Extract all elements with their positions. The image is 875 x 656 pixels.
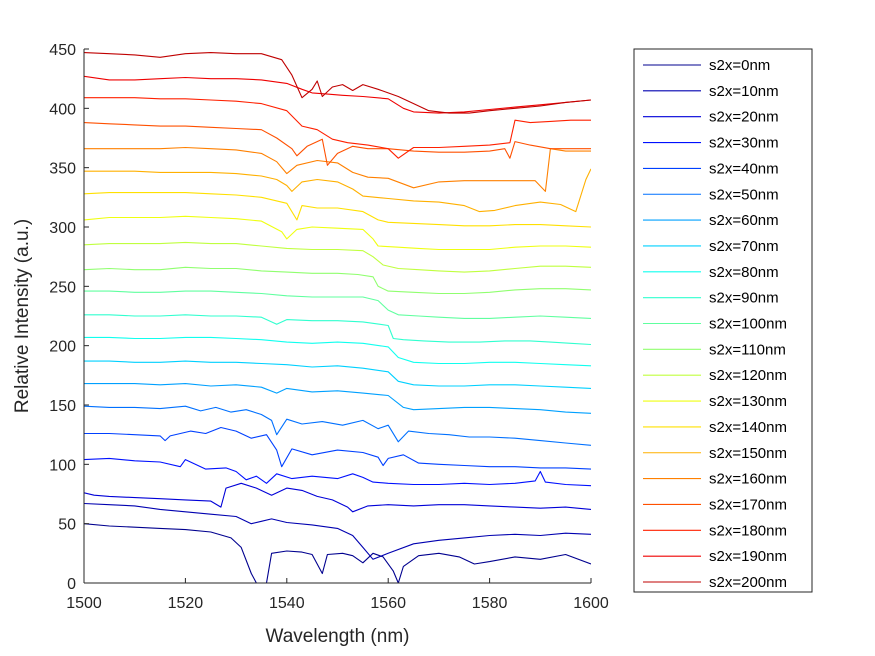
series-line-3: [84, 457, 591, 487]
legend-label: s2x=200nm: [709, 574, 787, 591]
y-tick-label: 150: [49, 398, 76, 415]
series-line-20: [84, 52, 591, 114]
x-tick-label: 1560: [370, 595, 406, 612]
series-line-4: [84, 426, 591, 470]
x-tick-label: 1500: [66, 595, 102, 612]
x-tick-label: 1600: [573, 595, 609, 612]
legend-label: s2x=160nm: [709, 471, 787, 488]
series-line-14: [84, 192, 591, 228]
legend: s2x=0nm s2x=10nm s2x=20nm s2x=30nm s2x=40nm s…: [633, 48, 813, 593]
legend-label: s2x=100nm: [709, 316, 787, 333]
legend-label: s2x=190nm: [709, 548, 787, 565]
legend-label: s2x=10nm: [709, 83, 779, 100]
x-axis-title: Wavelength (nm): [266, 626, 410, 647]
legend-label: s2x=120nm: [709, 367, 787, 384]
series-line-17: [84, 122, 591, 166]
series-lines: [84, 52, 591, 583]
x-tick-label: 1520: [168, 595, 204, 612]
legend-label: s2x=20nm: [709, 109, 779, 126]
y-tick-label: 350: [49, 161, 76, 178]
y-tick-label: 300: [49, 220, 76, 237]
y-tick-label: 400: [49, 101, 76, 118]
y-axis-title: Relative Intensity (a.u.): [12, 219, 33, 413]
legend-label: s2x=130nm: [709, 393, 787, 410]
legend-label: s2x=150nm: [709, 445, 787, 462]
legend-label: s2x=50nm: [709, 186, 779, 203]
series-line-8: [84, 336, 591, 367]
legend-label: s2x=140nm: [709, 419, 787, 436]
legend-box: [633, 48, 813, 593]
legend-label: s2x=40nm: [709, 160, 779, 177]
legend-label: s2x=180nm: [709, 522, 787, 539]
y-tick-label: 50: [58, 517, 76, 534]
y-tick-label: 250: [49, 279, 76, 296]
legend-label: s2x=0nm: [709, 57, 770, 74]
series-line-0: [84, 523, 591, 583]
x-tick-label: 1580: [472, 595, 508, 612]
legend-label: s2x=30nm: [709, 135, 779, 152]
legend-label: s2x=80nm: [709, 264, 779, 281]
legend-label: s2x=170nm: [709, 496, 787, 513]
series-line-10: [84, 290, 591, 319]
series-line-13: [84, 215, 591, 251]
series-line-15: [84, 168, 591, 213]
x-tick-label: 1540: [269, 595, 305, 612]
series-line-2: [84, 482, 591, 513]
legend-label: s2x=60nm: [709, 212, 779, 229]
series-line-19: [84, 75, 591, 114]
axes: 1500 1520 1540 1560 1580 1600 0 50 100 150 200 250 3…: [49, 42, 609, 612]
y-tick-label: 450: [49, 42, 76, 59]
series-line-12: [84, 241, 591, 273]
series-line-9: [84, 314, 591, 346]
y-tick-label: 100: [49, 457, 76, 474]
series-line-11: [84, 266, 591, 295]
y-tick-label: 200: [49, 339, 76, 356]
legend-label: s2x=90nm: [709, 290, 779, 307]
series-line-16: [84, 146, 591, 192]
series-line-7: [84, 360, 591, 389]
y-tick-label: 0: [67, 576, 76, 593]
series-line-18: [84, 97, 591, 159]
series-line-6: [84, 383, 591, 414]
series-line-1: [84, 502, 591, 560]
plot-area: [84, 49, 591, 583]
series-line-5: [84, 405, 591, 446]
legend-label: s2x=110nm: [709, 341, 786, 358]
legend-label: s2x=70nm: [709, 238, 779, 255]
